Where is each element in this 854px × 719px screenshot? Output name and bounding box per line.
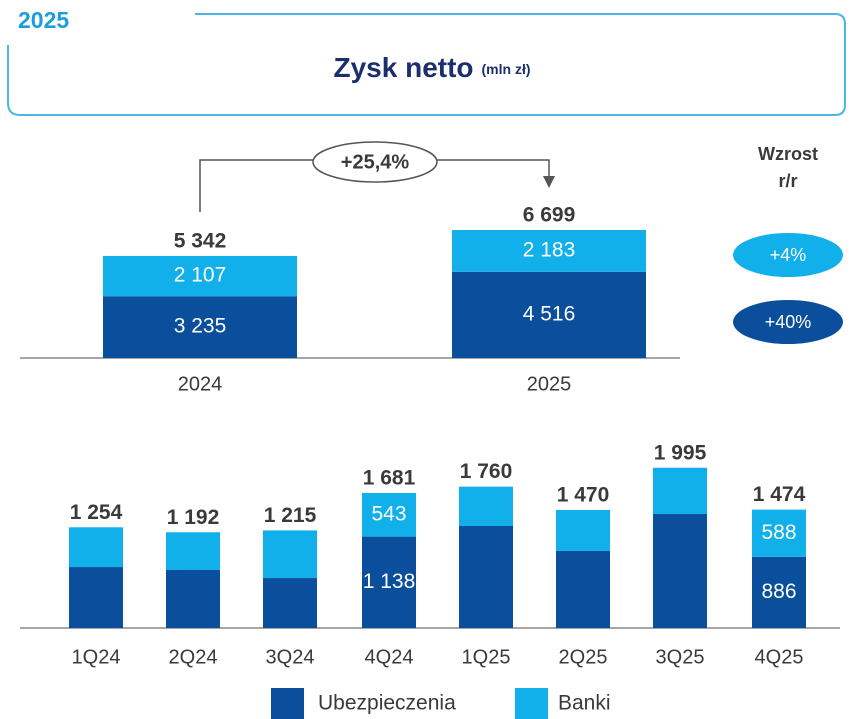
growth-title: r/r	[778, 171, 797, 191]
value-label: 543	[371, 502, 406, 525]
total-label: 1 760	[460, 460, 513, 483]
bar-segment	[556, 509, 610, 551]
growth-label: +4%	[770, 245, 807, 265]
value-label: 886	[761, 580, 796, 603]
total-label: 1 254	[70, 501, 123, 524]
bar-segment	[263, 530, 317, 579]
year-label: 2025	[18, 7, 69, 33]
legend-swatch	[271, 688, 304, 719]
bar-segment	[459, 525, 513, 628]
growth-bubble	[733, 300, 843, 344]
value-label: 2 183	[523, 238, 576, 261]
bar-segment	[166, 532, 220, 571]
bar-segment	[452, 271, 646, 358]
total-label: 5 342	[174, 230, 227, 253]
bar-segment	[556, 550, 610, 628]
growth-label: +40%	[765, 312, 812, 332]
bar-segment	[459, 486, 513, 526]
bar-segment	[653, 467, 707, 515]
bar-segment	[752, 509, 806, 557]
bar-segment	[103, 255, 297, 297]
bar-segment	[752, 556, 806, 628]
legend-swatch	[515, 688, 548, 719]
x-tick-label: 4Q24	[365, 646, 414, 668]
bar-segment	[103, 296, 297, 358]
total-label: 1 681	[363, 467, 416, 490]
x-tick-label: 3Q24	[266, 646, 315, 668]
x-tick-label: 2024	[178, 373, 223, 395]
total-label: 1 474	[753, 483, 806, 506]
change-label: +25,4%	[341, 151, 410, 173]
bar-segment	[263, 578, 317, 628]
bar-segment	[362, 492, 416, 537]
x-tick-label: 3Q25	[656, 646, 705, 668]
legend-label: Banki	[558, 692, 611, 715]
value-label: 588	[761, 521, 796, 544]
unit-text: (mln zł)	[482, 61, 531, 77]
bar-segment	[69, 567, 123, 628]
total-label: 1 215	[264, 504, 317, 527]
header-frame	[7, 13, 846, 116]
growth-title: Wzrost	[758, 144, 818, 164]
x-tick-label: 2Q25	[559, 646, 608, 668]
bar-segment	[653, 514, 707, 628]
bar-segment	[166, 570, 220, 628]
title-text: Zysk netto	[333, 52, 473, 83]
x-tick-label: 1Q25	[462, 646, 511, 668]
value-label: 3 235	[174, 315, 227, 338]
total-label: 1 192	[167, 506, 220, 529]
total-label: 1 995	[654, 441, 707, 464]
bar-segment	[69, 527, 123, 568]
x-tick-label: 1Q24	[72, 646, 121, 668]
value-label: 2 107	[174, 264, 227, 287]
growth-bubble	[733, 233, 843, 277]
value-label: 4 516	[523, 302, 576, 325]
arrow-head	[543, 176, 555, 188]
value-label: 1 138	[363, 570, 416, 593]
x-tick-label: 2Q24	[169, 646, 218, 668]
title: Zysk netto (mln zł)	[333, 52, 530, 83]
bar-segment	[362, 536, 416, 628]
change-arrow	[199, 159, 550, 212]
x-tick-label: 4Q25	[755, 646, 804, 668]
bar-segment	[452, 230, 646, 272]
change-bubble	[312, 141, 438, 183]
legend-label: Ubezpieczenia	[318, 692, 456, 715]
x-tick-label: 2025	[527, 373, 572, 395]
total-label: 6 699	[523, 204, 576, 227]
total-label: 1 470	[557, 483, 610, 506]
